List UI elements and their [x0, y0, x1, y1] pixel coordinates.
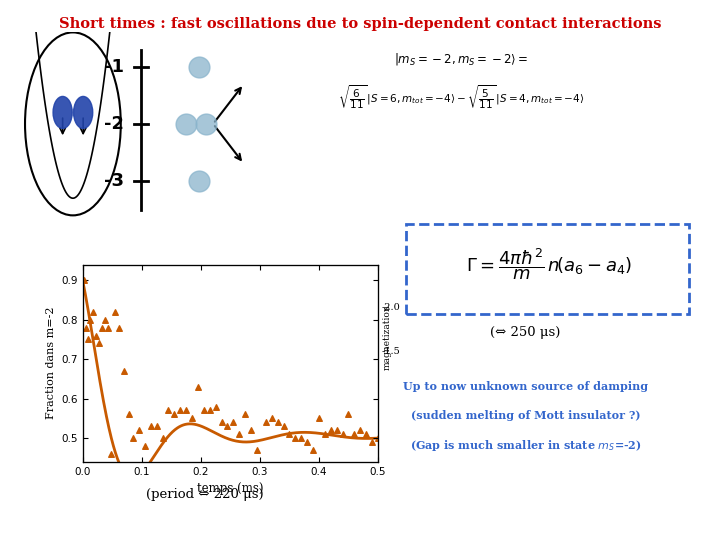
Point [260, 418, 271, 427]
Text: -3: -3 [104, 172, 125, 190]
Point [325, 426, 336, 435]
Point [302, 437, 313, 446]
Point [123, 410, 135, 418]
Point [313, 414, 325, 423]
Point [204, 406, 215, 415]
Point [337, 430, 348, 438]
Point [180, 406, 192, 415]
Text: (period ⇔ 220 μs): (period ⇔ 220 μs) [146, 488, 264, 501]
Point [88, 308, 99, 316]
Point [80, 323, 91, 332]
Text: $\sqrt{\dfrac{6}{11}}\,|S{=}6,m_{tot}{=}{-}4\rangle-\sqrt{\dfrac{5}{11}}\,|S{=}4: $\sqrt{\dfrac{6}{11}}\,|S{=}6,m_{tot}{=}… [338, 84, 584, 112]
Point [198, 406, 210, 415]
Point [295, 434, 307, 442]
Point [289, 434, 301, 442]
Point [118, 367, 130, 375]
Text: -2: -2 [104, 115, 125, 133]
Point [105, 449, 117, 458]
Point [94, 339, 105, 348]
Point [102, 323, 113, 332]
Point [139, 442, 150, 450]
Point [210, 402, 222, 411]
Point [372, 434, 384, 442]
Text: (⇔ 250 μs): (⇔ 250 μs) [490, 326, 561, 339]
Point [78, 276, 90, 285]
Text: $\Gamma=\dfrac{4\pi\hbar^2}{m}\,n\!\left(a_6-a_4\right)$: $\Gamma=\dfrac{4\pi\hbar^2}{m}\,n\!\left… [466, 246, 632, 281]
Text: (sudden melting of Mott insulator ?): (sudden melting of Mott insulator ?) [411, 410, 640, 421]
X-axis label: temps (ms): temps (ms) [197, 482, 264, 495]
Point [174, 406, 186, 415]
Point [266, 414, 277, 423]
Point [114, 323, 125, 332]
Point [157, 434, 168, 442]
Point [348, 430, 360, 438]
Point [145, 422, 156, 430]
Point [216, 418, 228, 427]
Point [319, 430, 330, 438]
Point [99, 315, 111, 324]
Text: PRELIMINARY: PRELIMINARY [22, 514, 144, 528]
Point [96, 323, 107, 332]
Point [127, 434, 139, 442]
Point [361, 430, 372, 438]
Point [186, 414, 198, 423]
Text: magnetization: magnetization [383, 305, 392, 370]
Point [133, 426, 145, 435]
Point [246, 426, 257, 435]
Point [84, 315, 96, 324]
Point [109, 308, 121, 316]
Point [168, 410, 180, 418]
Text: -1.5: -1.5 [382, 347, 400, 355]
Text: -1: -1 [104, 58, 125, 76]
Circle shape [73, 97, 93, 129]
Point [163, 406, 174, 415]
Circle shape [53, 97, 72, 129]
Point [192, 382, 204, 391]
Y-axis label: Fraction dans m=-2: Fraction dans m=-2 [46, 307, 56, 420]
Text: (Gap is much smaller in state $m_S$=-2): (Gap is much smaller in state $m_S$=-2) [410, 438, 642, 453]
Point [331, 426, 343, 435]
Point [233, 430, 245, 438]
Point [272, 418, 284, 427]
Point [222, 422, 233, 430]
Point [82, 335, 94, 344]
Point [251, 446, 263, 454]
Text: -2.0: -2.0 [382, 303, 400, 312]
Text: Up to now unknown source of damping: Up to now unknown source of damping [403, 381, 648, 392]
Point [284, 430, 295, 438]
Point [151, 422, 163, 430]
Point [278, 422, 289, 430]
Point [228, 418, 239, 427]
Text: $|m_S=-2,m_S=-2\rangle =$: $|m_S=-2,m_S=-2\rangle =$ [394, 51, 528, 68]
Point [343, 410, 354, 418]
Point [366, 437, 378, 446]
Point [354, 426, 366, 435]
Point [90, 331, 102, 340]
Text: Short times : fast oscillations due to spin-dependent contact interactions: Short times : fast oscillations due to s… [59, 17, 661, 31]
Point [239, 410, 251, 418]
Point [307, 446, 319, 454]
